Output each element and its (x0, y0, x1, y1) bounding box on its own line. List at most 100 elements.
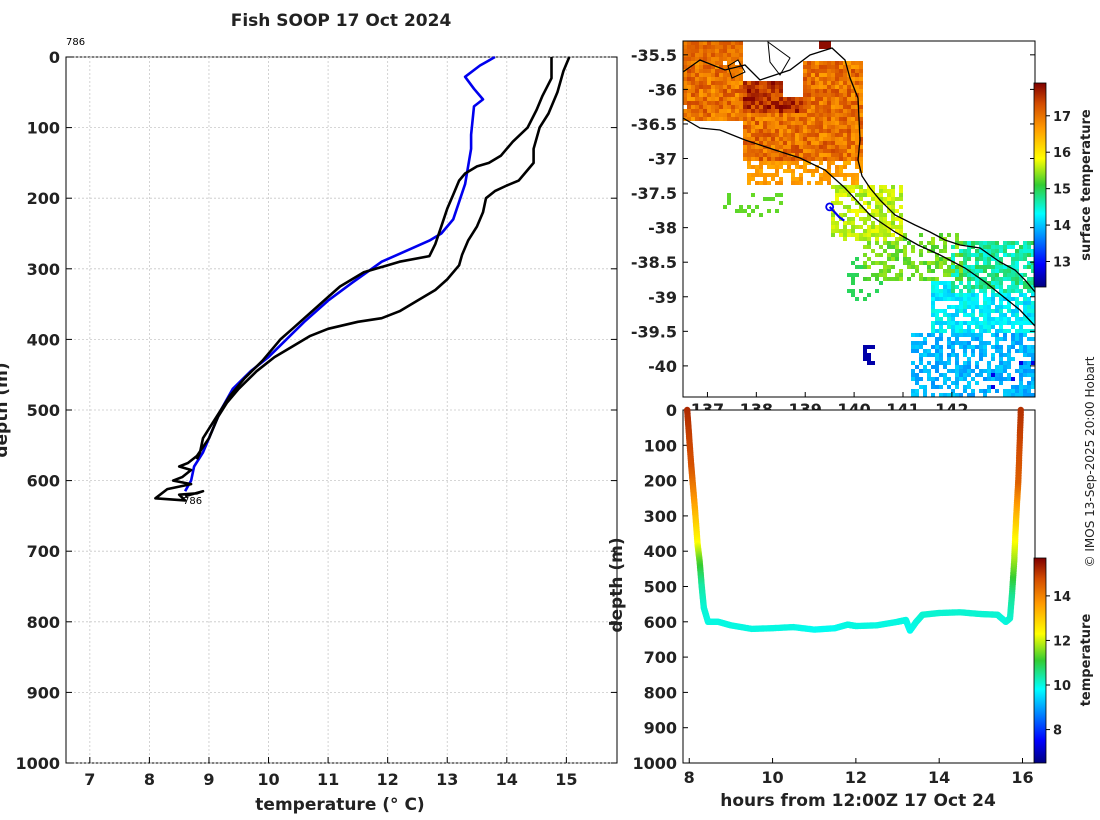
map-sst-cell (1011, 389, 1015, 393)
map-sst-cell (763, 105, 767, 109)
map-sst-cell (1015, 261, 1019, 265)
map-sst-cell (723, 73, 727, 77)
map-sst-cell (839, 77, 843, 81)
map-sst-cell (715, 101, 719, 105)
map-sst-cell (839, 149, 843, 153)
map-sst-cell (919, 353, 923, 357)
map-sst-cell (827, 61, 831, 65)
map-sst-cell (955, 241, 959, 245)
map-sst-cell (867, 245, 871, 249)
map-sst-cell (743, 125, 747, 129)
map-sst-cell (1015, 389, 1019, 393)
map-sst-cell (935, 361, 939, 365)
map-sst-cell (899, 193, 903, 197)
map-sst-cell (855, 129, 859, 133)
map-sst-cell (747, 205, 751, 209)
map-sst-cell (987, 361, 991, 365)
map-sst-cell (719, 109, 723, 113)
map-sst-cell (955, 245, 959, 249)
map-sst-cell (719, 45, 723, 49)
map-sst-cell (1015, 321, 1019, 325)
map-sst-cell (859, 73, 863, 77)
map-sst-cell (951, 393, 955, 397)
map-sst-cell (951, 329, 955, 333)
map-sst-cell (867, 193, 871, 197)
map-sst-cell (847, 137, 851, 141)
map-sst-cell (787, 101, 791, 105)
section-colorbar-tick-label: 10 (1053, 679, 1071, 694)
map-sst-cell (927, 353, 931, 357)
map-sst-cell (979, 249, 983, 253)
map-sst-cell (715, 105, 719, 109)
map-sst-cell (835, 61, 839, 65)
map-sst-cell (783, 169, 787, 173)
map-sst-cell (887, 229, 891, 233)
map-sst-cell (955, 237, 959, 241)
map-sst-cell (703, 53, 707, 57)
map-sst-cell (747, 161, 751, 165)
map-sst-cell (795, 105, 799, 109)
map-sst-cell (1003, 317, 1007, 321)
map-sst-cell (987, 329, 991, 333)
profile-y-tick-label: 200 (27, 189, 60, 208)
map-sst-cell (839, 113, 843, 117)
map-sst-cell (855, 105, 859, 109)
map-sst-cell (847, 209, 851, 213)
map-sst-cell (771, 105, 775, 109)
map-sst-cell (955, 357, 959, 361)
map-sst-cell (931, 269, 935, 273)
map-sst-cell (763, 101, 767, 105)
map-sst-cell (1007, 297, 1011, 301)
map-sst-cell (695, 117, 699, 121)
map-sst-cell (955, 393, 959, 397)
map-sst-cell (971, 389, 975, 393)
map-sst-cell (927, 377, 931, 381)
map-sst-cell (755, 141, 759, 145)
map-sst-cell (867, 257, 871, 261)
map-sst-cell (1003, 297, 1007, 301)
map-sst-cell (843, 129, 847, 133)
profile-x-tick-label: 11 (317, 770, 339, 789)
map-sst-cell (823, 169, 827, 173)
map-sst-cell (755, 181, 759, 185)
map-sst-cell (1023, 317, 1027, 321)
map-sst-cell (819, 117, 823, 121)
map-sst-cell (859, 141, 863, 145)
map-sst-cell (843, 165, 847, 169)
map-sst-cell (827, 133, 831, 137)
map-sst-cell (947, 285, 951, 289)
map-sst-cell (1023, 301, 1027, 305)
map-sst-cell (795, 153, 799, 157)
map-sst-cell (975, 345, 979, 349)
map-sst-cell (987, 305, 991, 309)
map-sst-cell (979, 373, 983, 377)
map-sst-cell (883, 197, 887, 201)
map-sst-cell (691, 85, 695, 89)
map-sst-cell (867, 241, 871, 245)
map-sst-cell (739, 65, 743, 69)
profile-y-tick-label: 800 (27, 613, 60, 632)
map-sst-cell (1027, 261, 1031, 265)
map-sst-cell (1003, 273, 1007, 277)
map-sst-cell (755, 125, 759, 129)
map-sst-cell (803, 121, 807, 125)
map-sst-cell (831, 97, 835, 101)
map-sst-cell (735, 113, 739, 117)
map-sst-cell (851, 217, 855, 221)
map-sst-cell (739, 209, 743, 213)
map-sst-cell (951, 369, 955, 373)
map-sst-cell (1007, 269, 1011, 273)
map-sst-cell (827, 177, 831, 181)
map-sst-cell (915, 365, 919, 369)
map-sst-cell (999, 301, 1003, 305)
map-sst-cell (847, 161, 851, 165)
map-sst-cell (767, 121, 771, 125)
map-sst-cell (779, 129, 783, 133)
map-sst-cell (759, 213, 763, 217)
map-sst-cell (767, 129, 771, 133)
map-sst-cell (775, 97, 779, 101)
map-sst-cell (859, 85, 863, 89)
map-sst-cell (835, 221, 839, 225)
map-sst-cell (855, 61, 859, 65)
map-sst-cell (939, 261, 943, 265)
